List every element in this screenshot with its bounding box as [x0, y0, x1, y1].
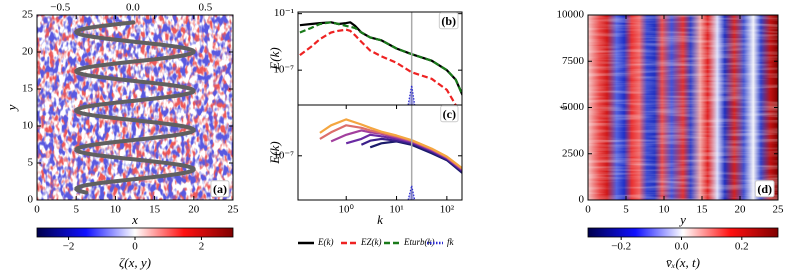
plot-area — [319, 105, 462, 200]
y-tick-label: 7500 — [562, 55, 585, 67]
panel-label: (c) — [443, 107, 456, 121]
legend-label: fk — [447, 237, 455, 247]
panel-label-bg — [754, 180, 775, 198]
colorbar-tick-label: 0 — [132, 241, 138, 253]
spectrum-line — [369, 140, 462, 175]
colorbar-tick-label: −2 — [63, 241, 75, 253]
x2-tick-label: 0.5 — [199, 2, 213, 14]
axes-frame — [36, 14, 234, 201]
x-tick-label: 10¹ — [389, 204, 403, 216]
spectrum-line — [319, 124, 462, 171]
forcing-spike — [407, 185, 416, 200]
x-tick-label: 10² — [440, 204, 455, 216]
colorbar-label: v̄ₓ(x, t) — [666, 255, 700, 270]
y-tick-label: 15 — [22, 83, 34, 95]
x-axis-label: x — [131, 212, 138, 227]
x-tick-label: 0 — [585, 204, 591, 216]
plots: 0 5 10 15 20 25 0 5 10 15 20 25 −0.5 0.0 0.5 x y (a) −2 0 2 ζ… — [4, 2, 784, 270]
panel-label: (b) — [441, 14, 456, 28]
y-tick-label: 5000 — [562, 101, 585, 113]
x-tick-label: 20 — [735, 204, 747, 216]
profile-curve — [74, 20, 196, 195]
legend-label: Eturb(k) — [403, 237, 435, 247]
axes-frame — [297, 11, 463, 106]
forcing-spike — [407, 84, 416, 105]
x-tick-label: 15 — [149, 204, 161, 216]
colorbar-label: ζ(x, y) — [119, 255, 151, 270]
colorbar-tick-label: 0.0 — [675, 241, 689, 253]
x2-tick-label: 0.0 — [126, 2, 140, 14]
panel-label-bg — [210, 180, 230, 198]
y-tick-label: 10⁻¹ — [274, 7, 294, 19]
x-tick-label: 10 — [659, 204, 671, 216]
y-tick-label: 0 — [28, 194, 34, 206]
axes-frame — [297, 104, 463, 201]
spectrum-line — [319, 118, 462, 170]
panel-label: (d) — [757, 182, 772, 196]
spectrum-line — [299, 28, 457, 105]
y-tick-label: 5 — [28, 157, 34, 169]
x-tick-label: 25 — [228, 204, 240, 216]
colorbar — [36, 227, 234, 238]
x-tick-label: 10 — [110, 204, 122, 216]
panel-d-field — [588, 15, 778, 200]
legend-label: E(k) — [317, 237, 334, 247]
x-tick-label: 15 — [697, 204, 709, 216]
x-tick-label: 5 — [623, 204, 629, 216]
y-axis-label: E(k) — [267, 141, 282, 164]
y-tick-label: 10000 — [557, 9, 585, 21]
y-tick-label: 2500 — [562, 147, 585, 159]
colorbar-tick-label: 0.2 — [735, 241, 749, 253]
y-axis-label: t — [555, 105, 570, 109]
x-axis-label: k — [377, 212, 383, 227]
plot-area — [299, 12, 462, 105]
colorbar — [587, 227, 779, 238]
panel-label-bg — [440, 105, 459, 123]
legend-label: EZ(k) — [360, 237, 382, 247]
y-tick-label: 10 — [22, 120, 34, 132]
panel-label: (a) — [213, 182, 227, 196]
x-tick-label: 5 — [73, 204, 79, 216]
x-axis-label: y — [678, 212, 686, 227]
y-axis-label: y — [4, 104, 19, 112]
x-tick-label: 0 — [34, 204, 40, 216]
y-tick-label: 0 — [579, 194, 585, 206]
panel-a-field — [37, 15, 233, 200]
axes-frame — [587, 14, 779, 201]
panel-label-bg — [438, 12, 459, 30]
spectrum-line — [299, 21, 462, 97]
y-tick-label: 20 — [22, 46, 34, 58]
y-tick-label: 10⁻⁷ — [273, 149, 294, 161]
x-tick-label: 10⁰ — [339, 204, 355, 216]
y-tick-label: 25 — [22, 9, 34, 21]
y-tick-label: 10⁻⁷ — [273, 64, 294, 76]
colorbar-tick-label: 2 — [199, 241, 205, 253]
y-axis-label: E(k) — [267, 47, 282, 70]
colorbar-tick-label: −0.2 — [611, 241, 631, 253]
spectrum-line — [299, 21, 462, 97]
x2-tick-label: −0.5 — [50, 2, 70, 14]
x-tick-label: 20 — [188, 204, 200, 216]
x-tick-label: 25 — [773, 204, 785, 216]
